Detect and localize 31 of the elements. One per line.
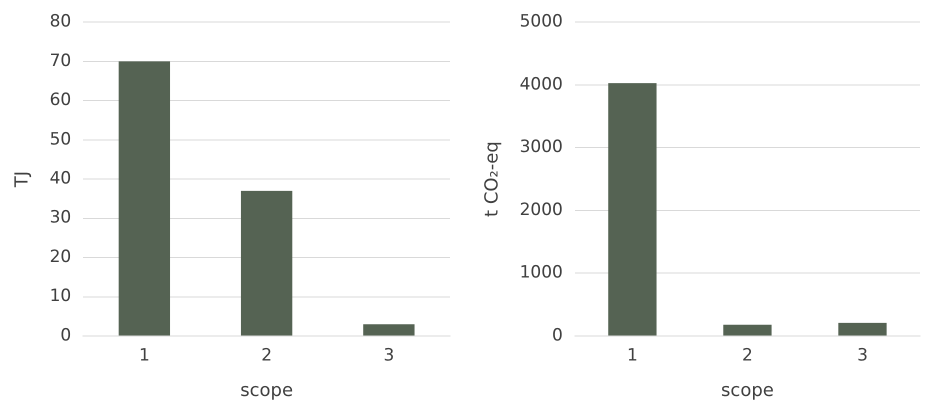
bar	[363, 324, 415, 336]
x-tick-label: 2	[742, 346, 753, 366]
y-tick-label: 4000	[520, 74, 563, 94]
x-tick-label: 1	[626, 346, 638, 366]
y-tick-label: 10	[50, 286, 72, 306]
y-tick-label: 5000	[520, 12, 563, 32]
bar	[838, 322, 887, 336]
x-tick-label: 3	[383, 346, 394, 366]
y-tick-label: 1000	[520, 262, 563, 283]
bar	[240, 190, 292, 336]
y-tick-label: 30	[50, 208, 72, 228]
y-tick-label: 50	[50, 129, 72, 150]
y-axis-title: TJ	[11, 170, 32, 188]
y-tick-label: 2000	[520, 200, 563, 220]
y-tick-label: 70	[50, 50, 72, 71]
bar	[608, 83, 657, 336]
x-tick-label: 1	[138, 346, 150, 366]
x-tick-label: 3	[857, 346, 868, 366]
y-tick-label: 80	[50, 12, 72, 32]
y-tick-label: 3000	[520, 137, 563, 158]
y-tick-label: 20	[50, 246, 72, 267]
y-tick-label: 60	[50, 90, 72, 110]
x-axis-title: scope	[721, 380, 774, 401]
x-axis-title: scope	[240, 380, 294, 401]
y-tick-label: 0	[552, 325, 563, 346]
y-axis-title: t CO₂-eq	[481, 141, 502, 217]
y-tick-label: 0	[60, 325, 72, 346]
y-tick-label: 40	[50, 168, 72, 189]
bar	[118, 61, 170, 336]
x-tick-label: 2	[261, 346, 272, 366]
bar	[723, 324, 772, 336]
